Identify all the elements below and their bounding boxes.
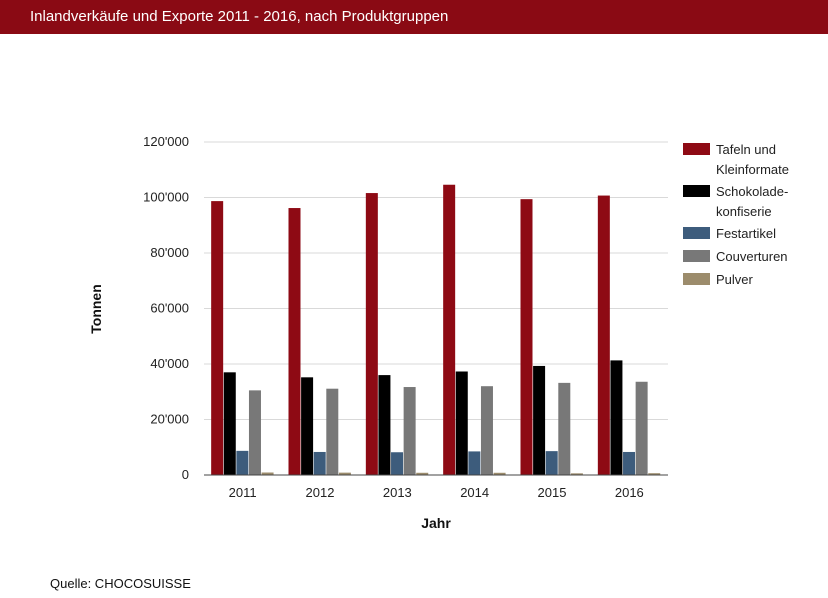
bar (391, 452, 404, 475)
bar (520, 199, 533, 476)
legend-label: konfiserie (716, 204, 772, 219)
bar (378, 375, 391, 475)
bar (365, 193, 378, 475)
legend-label: Festartikel (716, 226, 776, 241)
bar (635, 381, 648, 475)
bar (288, 208, 301, 476)
bar (570, 473, 583, 475)
y-tick-label: 40'000 (150, 356, 189, 371)
legend-label: Schokolade- (716, 184, 788, 199)
bar (248, 390, 261, 475)
y-tick-label: 60'000 (150, 301, 189, 316)
bar (403, 387, 416, 475)
legend-label: Kleinformate (716, 162, 789, 177)
bar (313, 451, 326, 475)
bar (211, 201, 224, 476)
bar (623, 451, 636, 475)
bar (533, 365, 546, 475)
legend-swatch (683, 273, 710, 285)
legend-swatch (683, 250, 710, 262)
x-axis-title: Jahr (421, 515, 451, 531)
legend-label: Pulver (716, 272, 754, 287)
y-tick-label: 120'000 (143, 134, 189, 149)
bar (455, 371, 468, 475)
y-tick-label: 0 (182, 467, 189, 482)
legend: Tafeln und Kleinformate Schokolade-konfise… (683, 142, 789, 287)
bar (545, 451, 558, 475)
bar (223, 372, 236, 475)
bar-chart: 020'00040'00060'00080'000100'000120'000 … (88, 134, 789, 531)
y-axis-ticks: 0 20'000 40'000 60'000 80'000 100'000 120'000 (143, 134, 189, 482)
bar (480, 386, 493, 475)
bar (236, 450, 249, 475)
bar (493, 472, 506, 475)
grid-lines (204, 141, 668, 420)
legend-label: Couverturen (716, 249, 788, 264)
x-tick-label: 2014 (460, 485, 489, 500)
bar (597, 195, 610, 475)
header-bar: Inlandverkäufe und Exporte 2011 - 2016, … (0, 0, 828, 34)
bar (610, 360, 623, 475)
legend-swatch (683, 227, 710, 239)
y-tick-label: 20'000 (150, 412, 189, 427)
bar (468, 451, 481, 475)
legend-swatch (683, 185, 710, 197)
y-axis-title: Tonnen (88, 284, 104, 334)
legend-swatch (683, 143, 710, 155)
bar (338, 472, 351, 475)
bar (443, 184, 456, 476)
bar (558, 382, 571, 475)
bar (416, 472, 429, 475)
chart-title: Inlandverkäufe und Exporte 2011 - 2016, … (30, 8, 449, 25)
x-tick-label: 2015 (538, 485, 567, 500)
bar (326, 388, 339, 475)
y-tick-label: 100'000 (143, 190, 189, 205)
source-note: Quelle: CHOCOSUISSE (50, 576, 191, 591)
bar (301, 377, 314, 475)
bar (261, 472, 274, 475)
bar (648, 473, 661, 475)
x-tick-label: 2016 (615, 485, 644, 500)
legend-label: Tafeln und (716, 142, 776, 157)
x-tick-label: 2013 (383, 485, 412, 500)
x-tick-label: 2012 (306, 485, 335, 500)
x-axis-ticks: 2011 2012 2013 2014 2015 2016 (229, 485, 644, 500)
y-tick-label: 80'000 (150, 245, 189, 260)
x-tick-label: 2011 (229, 485, 257, 500)
bars (211, 184, 661, 476)
